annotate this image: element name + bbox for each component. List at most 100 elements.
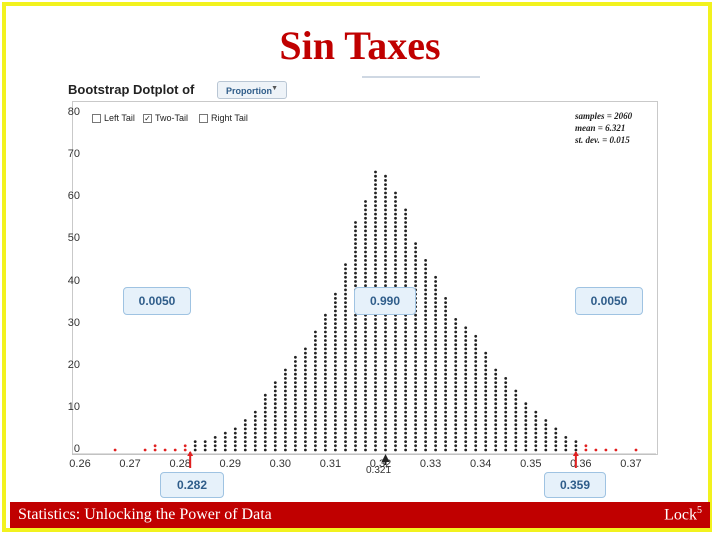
data-dot xyxy=(344,377,347,380)
data-dot xyxy=(494,419,498,422)
data-dot xyxy=(384,368,387,372)
data-dot xyxy=(464,393,468,397)
data-dot xyxy=(273,381,277,384)
data-dot xyxy=(374,267,377,271)
data-dot xyxy=(334,351,337,355)
two-tail-checkbox[interactable]: ✓ xyxy=(143,113,152,123)
data-dot xyxy=(494,385,498,389)
data-dot xyxy=(504,402,508,406)
data-dot xyxy=(374,393,377,397)
data-dot xyxy=(434,292,437,296)
data-dot xyxy=(334,355,337,359)
proportion-dropdown[interactable]: Proportion ▼ xyxy=(217,81,287,99)
data-dot xyxy=(414,318,417,321)
data-dot xyxy=(424,436,427,439)
data-dot xyxy=(404,254,407,258)
data-dot xyxy=(354,436,357,439)
data-dot xyxy=(334,297,337,300)
data-dot xyxy=(314,393,317,397)
data-dot xyxy=(524,448,528,452)
data-dot xyxy=(263,436,267,439)
data-dot xyxy=(514,436,518,439)
left-tail-proportion[interactable]: 0.0050 xyxy=(123,287,191,315)
data-dot xyxy=(354,427,357,431)
data-dot xyxy=(384,381,387,384)
right-tail-checkbox[interactable] xyxy=(199,113,208,123)
data-dot xyxy=(454,444,458,448)
data-dot xyxy=(414,259,417,262)
data-dot xyxy=(384,402,387,406)
data-dot xyxy=(273,398,277,401)
data-dot xyxy=(434,355,437,359)
data-dot xyxy=(384,427,387,431)
data-dot xyxy=(394,322,397,325)
y-tick-label: 80 xyxy=(67,106,80,118)
slide-frame xyxy=(2,2,712,532)
data-dot xyxy=(294,360,297,363)
lower-cutoff-box[interactable]: 0.282 xyxy=(160,472,224,498)
data-dot xyxy=(304,402,307,406)
data-dot xyxy=(414,313,417,317)
data-dot xyxy=(434,334,437,338)
data-dot xyxy=(374,355,377,359)
x-tick-label: 0.27 xyxy=(119,458,141,470)
data-dot xyxy=(354,368,357,372)
data-dot xyxy=(314,334,317,338)
data-dot xyxy=(504,427,508,431)
right-tail-option[interactable]: Right Tail xyxy=(199,113,248,123)
upper-cutoff-box[interactable]: 0.359 xyxy=(544,472,606,498)
data-dot xyxy=(414,284,417,288)
data-dot xyxy=(374,343,377,347)
two-tail-option[interactable]: ✓ Two-Tail xyxy=(143,113,188,123)
data-dot xyxy=(384,393,387,397)
data-dot xyxy=(384,208,387,212)
data-dot xyxy=(454,360,458,363)
data-dot xyxy=(384,423,387,427)
data-dot xyxy=(314,351,317,355)
data-dot xyxy=(424,284,427,288)
data-dot xyxy=(344,301,347,304)
data-dot xyxy=(404,440,407,443)
left-tail-checkbox[interactable] xyxy=(92,113,101,123)
data-dot xyxy=(494,406,498,410)
data-dot xyxy=(494,423,498,427)
right-tail-proportion[interactable]: 0.0050 xyxy=(575,287,643,315)
data-dot xyxy=(504,377,508,380)
data-dot xyxy=(253,410,257,414)
data-dot xyxy=(304,444,307,448)
data-dot xyxy=(324,448,327,452)
data-dot xyxy=(354,448,357,452)
data-dot xyxy=(414,326,417,330)
data-dot xyxy=(424,423,427,427)
data-dot xyxy=(484,372,488,376)
data-dot xyxy=(394,343,397,347)
data-dot xyxy=(284,431,287,435)
left-tail-option[interactable]: Left Tail xyxy=(92,113,135,123)
data-dot xyxy=(374,259,377,262)
data-dot xyxy=(334,334,337,338)
data-dot xyxy=(374,208,377,212)
data-dot xyxy=(243,427,247,431)
data-dot xyxy=(344,385,347,389)
data-dot xyxy=(344,318,347,321)
data-dot xyxy=(364,402,367,406)
data-dot xyxy=(474,355,478,359)
data-dot xyxy=(364,414,367,418)
data-dot xyxy=(364,381,367,384)
data-dot xyxy=(444,322,447,325)
data-dot xyxy=(374,318,377,321)
data-dot xyxy=(414,271,417,275)
data-dot xyxy=(554,431,558,435)
data-dot xyxy=(273,389,277,393)
data-dot xyxy=(434,419,437,422)
middle-proportion[interactable]: 0.990 xyxy=(354,287,416,315)
data-dot xyxy=(564,448,568,452)
data-dot xyxy=(464,385,468,389)
data-dot xyxy=(294,389,297,393)
data-dot xyxy=(294,448,297,452)
data-dot xyxy=(344,398,347,401)
data-dot xyxy=(364,360,367,363)
data-dot xyxy=(294,410,297,414)
data-dot xyxy=(464,398,468,401)
data-dot xyxy=(464,402,468,406)
